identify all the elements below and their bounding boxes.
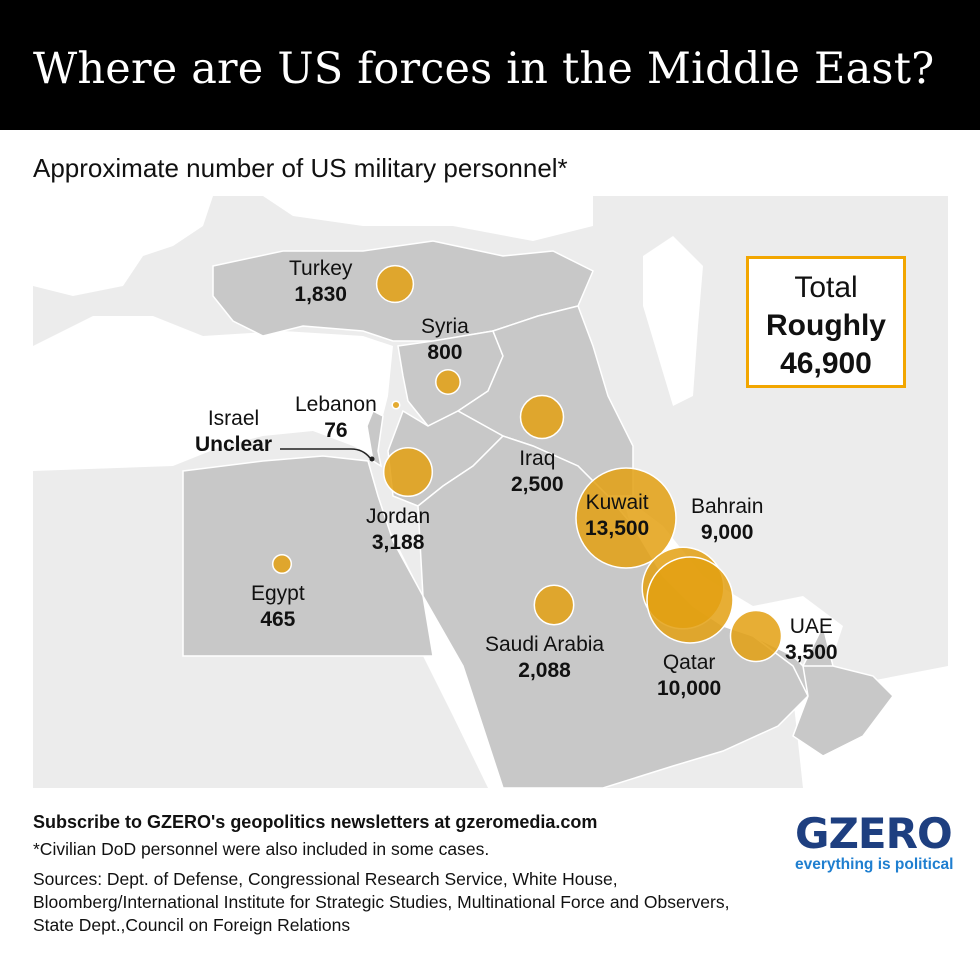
bubble-syria [435, 369, 461, 395]
bubble-saudi [533, 584, 575, 626]
label-lebanon: Lebanon 76 [295, 392, 377, 444]
total-value: 46,900 [780, 347, 872, 380]
iraq-value: 2,500 [511, 473, 564, 496]
map-subtitle: Approximate number of US military person… [33, 153, 568, 183]
label-kuwait: Kuwait 13,500 [585, 490, 649, 542]
total-label: Total [794, 271, 858, 304]
page-title: Where are US forces in the Middle East? [33, 44, 935, 94]
jordan-value: 3,188 [371, 531, 425, 554]
oman-shape [792, 665, 894, 757]
lebanon-value: 76 [324, 419, 348, 442]
label-uae: UAE 3,500 [785, 614, 838, 666]
qatar-value: 10,000 [657, 677, 722, 700]
caspian-sea [643, 236, 703, 406]
label-jordan: Jordan 3,188 [366, 504, 430, 556]
logo-tagline: everything is political [795, 856, 954, 873]
egypt-value: 465 [260, 608, 296, 631]
label-turkey: Turkey 1,830 [289, 256, 352, 308]
aegean-sea [33, 196, 213, 296]
mediterranean-sea [33, 316, 393, 471]
syria-name: Syria [421, 315, 469, 338]
label-saudi-arabia: Saudi Arabia 2,088 [485, 632, 604, 684]
middle-east-map: Turkey 1,830 Syria 800 Lebanon 76 Israel… [33, 196, 948, 788]
label-qatar: Qatar 10,000 [657, 650, 721, 702]
subscribe-text: Subscribe to GZERO's geopolitics newslet… [33, 812, 598, 832]
bubble-qatar [646, 556, 734, 644]
bahrain-name: Bahrain [691, 495, 764, 518]
egypt-name: Egypt [251, 582, 305, 605]
egypt-shape [182, 455, 434, 657]
bubble-jordan [382, 446, 434, 498]
logo-wordmark: GZERO [795, 809, 953, 858]
sources: Sources: Dept. of Defense, Congressional… [33, 869, 730, 935]
turkey-name: Turkey [289, 257, 353, 280]
bubble-layer [271, 264, 783, 663]
israel-name: Israel [207, 407, 260, 430]
israel-shape [366, 409, 384, 468]
saudi-value: 2,088 [518, 659, 571, 682]
bubble-iraq [519, 394, 565, 440]
iraq-name: Iraq [519, 447, 556, 470]
uae-name: UAE [789, 615, 833, 638]
label-syria: Syria 800 [421, 314, 469, 366]
header-bar: Where are US forces in the Middle East? [0, 0, 980, 130]
label-israel: Israel Unclear [195, 406, 272, 458]
label-bahrain: Bahrain 9,000 [691, 494, 763, 546]
israel-value: Unclear [195, 433, 273, 456]
syria-value: 800 [427, 341, 463, 364]
black-sea [263, 196, 593, 241]
bahrain-value: 9,000 [700, 521, 754, 544]
persian-gulf [623, 496, 843, 656]
jordan-name: Jordan [366, 505, 431, 528]
footer: Subscribe to GZERO's geopolitics newslet… [33, 812, 753, 937]
total-box: Total Roughly 46,900 [746, 256, 906, 388]
bubble-egypt [271, 553, 293, 575]
saudi-name: Saudi Arabia [485, 633, 605, 656]
bubble-lebanon [391, 400, 401, 410]
kuwait-value: 13,500 [585, 517, 650, 540]
gzero-logo: GZERO everything is political [795, 812, 955, 874]
label-egypt: Egypt 465 [251, 581, 305, 633]
turkey-value: 1,830 [294, 283, 347, 306]
qatar-name: Qatar [662, 651, 716, 674]
israel-marker [369, 456, 375, 462]
bubble-uae [729, 609, 783, 663]
footnote: *Civilian DoD personnel were also includ… [33, 839, 490, 859]
israel-leader-line [280, 448, 371, 459]
label-iraq: Iraq 2,500 [511, 446, 564, 498]
bubble-kuwait [575, 467, 677, 569]
lebanon-name: Lebanon [295, 393, 377, 416]
kuwait-name: Kuwait [585, 491, 649, 514]
uae-value: 3,500 [785, 641, 838, 664]
bubble-turkey [375, 264, 415, 304]
total-qualifier: Roughly [766, 309, 886, 342]
